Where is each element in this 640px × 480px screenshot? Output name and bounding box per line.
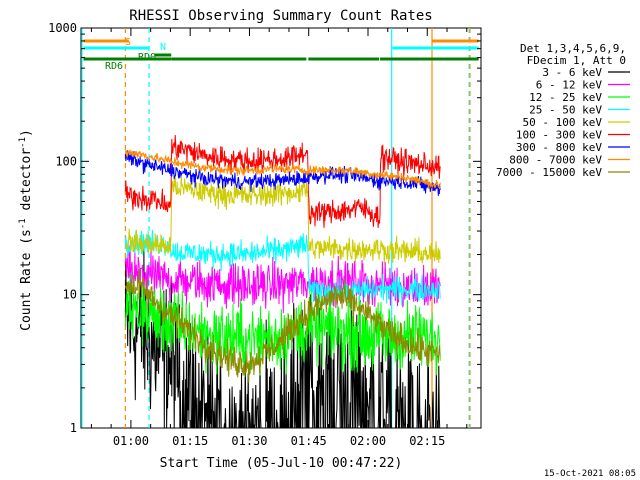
legend-label-0: 3 - 6 keV <box>542 66 602 79</box>
legend-label-7: 800 - 7000 keV <box>509 154 602 167</box>
x-tick-label-0: 01:00 <box>113 434 149 448</box>
state-bar-rd6-0 <box>83 57 172 61</box>
series-line-5 <box>124 134 441 229</box>
state-bar-rd0-0 <box>154 53 172 57</box>
y-axis: 1 10 100 1000 <box>48 21 481 435</box>
legend-label-2: 12 - 25 keV <box>529 91 602 104</box>
legend-label-1: 6 - 12 keV <box>536 79 603 92</box>
series-line-6 <box>124 150 441 196</box>
series-line-0 <box>124 248 441 429</box>
state-bar-n-1 <box>392 46 479 50</box>
x-tick-label-2: 01:30 <box>231 434 267 448</box>
y-tick-label-3: 1000 <box>48 21 77 35</box>
series-line-7 <box>124 149 441 190</box>
state-bars: S N RD0 RD6 <box>83 37 479 72</box>
legend-header-1: FDecim 1, Att 0 <box>527 54 626 67</box>
series-line-3 <box>124 229 441 308</box>
data-series <box>124 134 441 429</box>
state-label-s: S <box>125 37 131 48</box>
series-line-4 <box>124 172 441 265</box>
state-label-rd6: RD6 <box>105 61 123 72</box>
state-bar-rd6-1 <box>171 57 307 61</box>
x-axis-label: Start Time (05-Jul-10 00:47:22) <box>160 456 403 471</box>
x-tick-label-3: 01:45 <box>291 434 327 448</box>
state-bar-s-0 <box>83 39 129 43</box>
legend-header-0: Det 1,3,4,5,6,9, <box>520 42 626 55</box>
y-tick-label-0: 1 <box>70 421 77 435</box>
state-label-n: N <box>160 42 166 53</box>
state-bar-s-1 <box>432 39 479 43</box>
series-line-1 <box>124 244 441 314</box>
legend-label-6: 300 - 800 keV <box>516 141 602 154</box>
x-tick-label-4: 02:00 <box>350 434 386 448</box>
legend-label-3: 25 - 50 keV <box>529 104 602 117</box>
y-tick-label-2: 100 <box>55 154 77 168</box>
state-bar-rd6-2 <box>308 57 380 61</box>
legend-label-8: 7000 - 15000 keV <box>496 166 602 179</box>
y-tick-label-1: 10 <box>63 288 77 302</box>
x-tick-label-5: 02:15 <box>409 434 445 448</box>
series-line-8 <box>124 269 441 383</box>
series-line-2 <box>124 272 441 377</box>
chart-title: RHESSI Observing Summary Count Rates <box>129 8 432 24</box>
x-axis: 01:00 01:15 01:30 01:45 02:00 02:15 <box>90 28 468 448</box>
state-bar-rd6-3 <box>379 57 479 61</box>
y-axis-label: Count Rate (s-1 detector-1) <box>18 129 34 331</box>
state-label-rd0: RD0 <box>138 52 156 63</box>
legend: Det 1,3,4,5,6,9,FDecim 1, Att 03 - 6 keV… <box>496 42 630 179</box>
x-tick-label-1: 01:15 <box>172 434 208 448</box>
state-bar-n-0 <box>83 46 149 50</box>
vertical-markers <box>81 28 471 428</box>
generation-timestamp: 15-Oct-2021 08:05 <box>544 469 636 479</box>
legend-label-5: 100 - 300 keV <box>516 129 602 142</box>
legend-label-4: 50 - 100 keV <box>523 116 603 129</box>
